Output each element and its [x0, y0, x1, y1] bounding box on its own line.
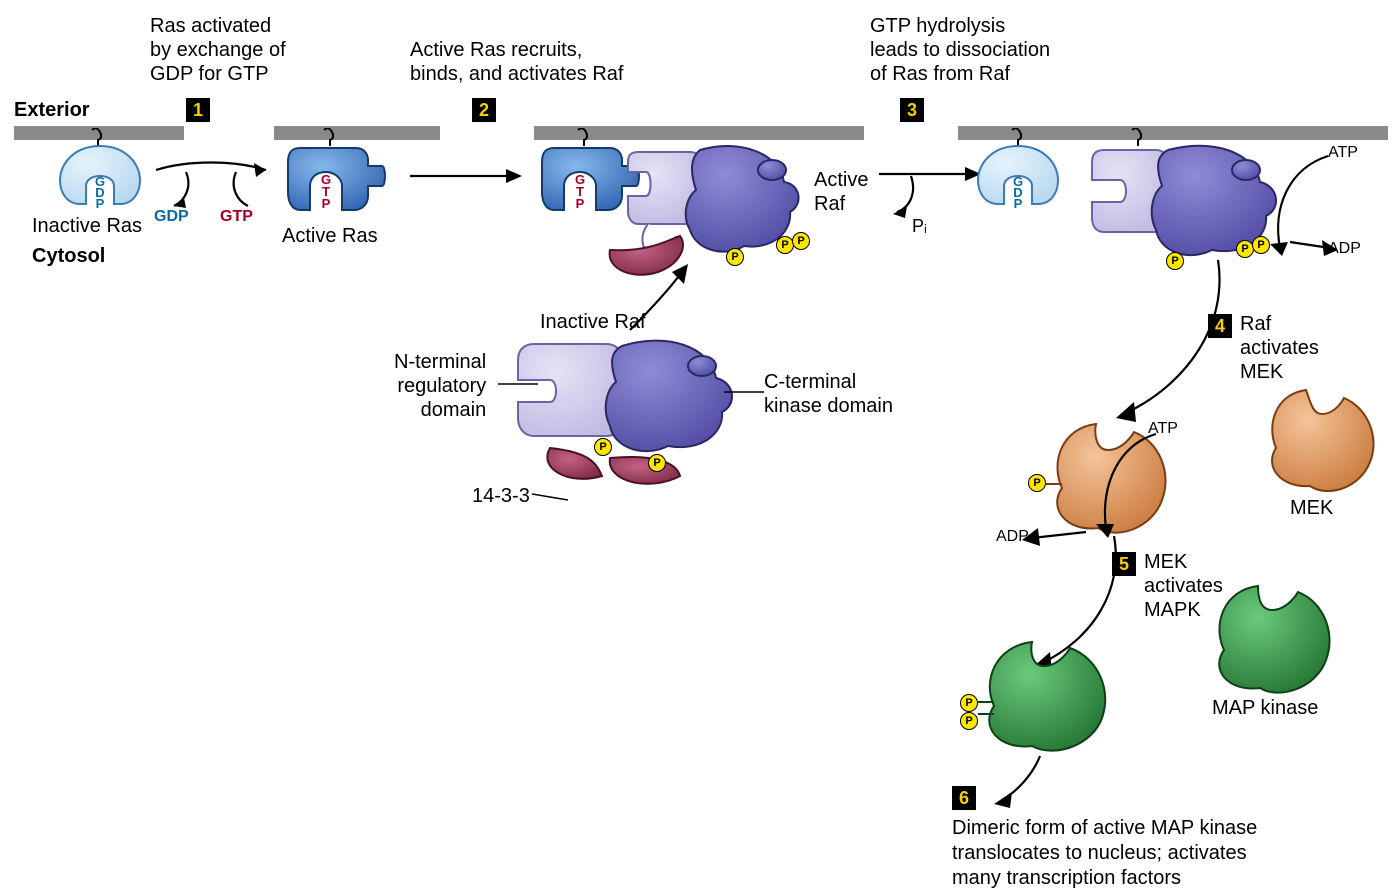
arrow-raf-to-mek: [1108, 254, 1248, 434]
mapk-label: MAP kinase: [1212, 696, 1318, 720]
step4-badge: 4: [1208, 314, 1232, 338]
mapk-inactive: [1206, 580, 1336, 694]
phos-inactive-raf-1: P: [594, 438, 612, 456]
svg-text:P: P: [322, 196, 331, 211]
phos-inactive-raf-2: P: [648, 454, 666, 472]
svg-text:P: P: [96, 196, 105, 210]
step6-text: Dimeric form of active MAP kinase transl…: [952, 816, 1257, 891]
atp1-label: ATP: [1328, 144, 1358, 162]
nterm-label: N-terminal regulatory domain: [394, 350, 486, 422]
p1433-line: [532, 486, 568, 502]
inactive-ras-shape-2: G D P: [974, 142, 1062, 210]
step3-caption: GTP hydrolysis leads to dissociation of …: [870, 14, 1050, 86]
gdp-free-label: GDP: [154, 208, 189, 226]
step3-badge: 3: [900, 98, 924, 122]
step6-badge: 6: [952, 786, 976, 810]
step1-badge: 1: [186, 98, 210, 122]
active-ras-shape: G T P: [286, 142, 388, 214]
inactive-ras-label: Inactive Ras: [32, 214, 142, 238]
arrow-2-to-3: [406, 164, 526, 188]
inactive-raf-label: Inactive Raf: [540, 310, 646, 334]
inactive-raf-shape: [510, 336, 770, 496]
mek-label: MEK: [1290, 496, 1333, 520]
step2-badge: 2: [472, 98, 496, 122]
membrane-seg-2: [274, 126, 440, 140]
atp2-label: ATP: [1148, 420, 1178, 438]
step4-text: Raf activates MEK: [1240, 312, 1319, 384]
arrow-step6: [988, 752, 1068, 812]
svg-text:P: P: [576, 196, 585, 211]
pi-label: Pᵢ: [912, 216, 927, 237]
gtp-free-label: GTP: [220, 208, 253, 226]
cterm-label: C-terminal kinase domain: [764, 370, 893, 418]
cytosol-label: Cytosol: [32, 244, 105, 268]
inactive-ras-shape: G D P: [56, 142, 144, 210]
arrow-3-hydrolysis: [875, 160, 985, 220]
adp1-label: ADP: [1328, 240, 1361, 258]
mapk-active: [972, 636, 1112, 756]
phos-mapk-1: P: [960, 694, 978, 712]
phos-raf-active-1: P: [726, 248, 744, 266]
mek-inactive: [1262, 384, 1382, 494]
p1433-label: 14-3-3: [472, 484, 530, 508]
cterm-line: [724, 384, 764, 400]
exterior-label: Exterior: [14, 98, 90, 122]
active-raf-label: Active Raf: [814, 168, 868, 216]
phos-raf-active-3: P: [792, 232, 810, 250]
phos-mapk-2: P: [960, 712, 978, 730]
step1-caption: Ras activated by exchange of GDP for GTP: [150, 14, 286, 86]
nterm-line: [498, 376, 538, 392]
active-ras-label: Active Ras: [282, 224, 378, 248]
step2-caption: Active Ras recruits, binds, and activate…: [410, 38, 623, 86]
svg-text:P: P: [1014, 196, 1023, 210]
